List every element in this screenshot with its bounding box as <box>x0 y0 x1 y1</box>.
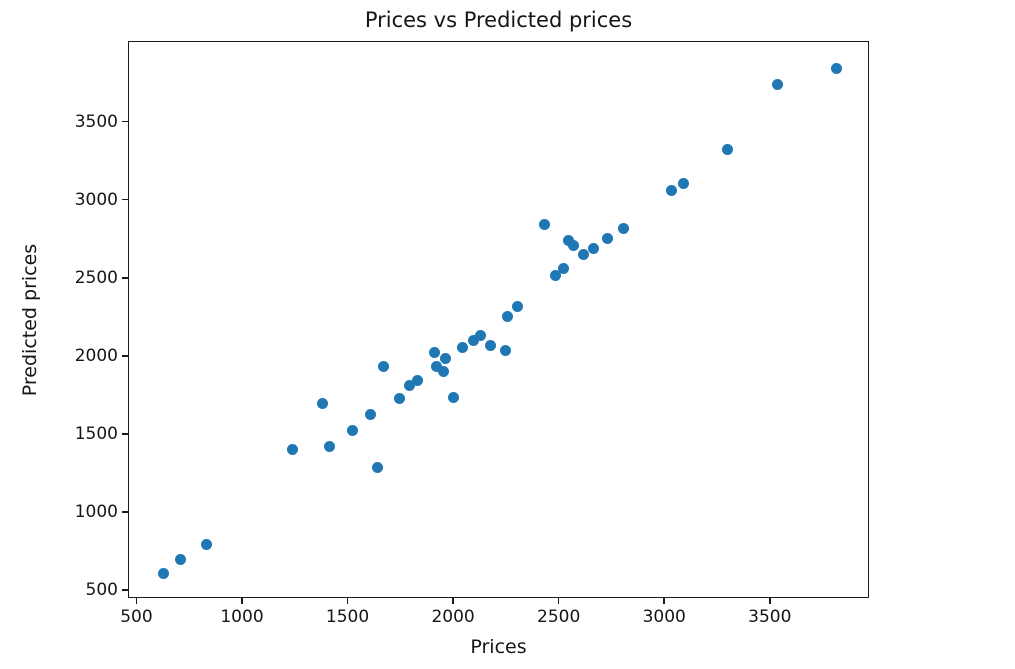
scatter-point <box>467 334 479 346</box>
scatter-point <box>411 375 423 387</box>
plot-area <box>128 41 869 598</box>
scatter-point <box>666 185 678 197</box>
x-tick-mark <box>663 598 665 604</box>
scatter-point <box>324 441 336 453</box>
y-tick-label: 2000 <box>74 345 118 366</box>
y-tick-mark <box>122 120 128 123</box>
scatter-point <box>511 300 523 312</box>
scatter-point <box>771 78 783 90</box>
y-tick-label: 1000 <box>74 501 118 522</box>
x-tick-mark <box>346 598 349 604</box>
scatter-point <box>393 392 405 404</box>
y-tick-label: 1500 <box>74 423 118 444</box>
scatter-point <box>617 223 629 235</box>
scatter-point <box>567 240 579 252</box>
x-tick-label: 500 <box>120 607 153 627</box>
scatter-point <box>371 462 383 474</box>
scatter-point <box>549 270 561 282</box>
scatter-point <box>438 366 450 378</box>
x-tick-label: 3000 <box>642 607 686 627</box>
scatter-point <box>430 360 442 372</box>
scatter-point <box>601 233 613 245</box>
scatter-point <box>500 345 512 357</box>
scatter-point <box>365 409 377 421</box>
scatter-point <box>377 360 389 372</box>
scatter-point <box>428 347 440 359</box>
scatter-point <box>562 235 574 247</box>
scatter-point <box>502 310 514 322</box>
scatter-point <box>457 341 469 353</box>
scatter-point <box>722 144 733 156</box>
scatter-point <box>484 340 496 352</box>
x-tick-mark <box>557 598 560 604</box>
x-tick-mark <box>135 598 138 604</box>
x-tick-mark <box>241 598 243 604</box>
y-tick-mark <box>122 589 128 591</box>
scatter-point <box>447 391 459 403</box>
scatter-point <box>558 263 570 275</box>
scatter-point <box>677 178 689 190</box>
y-tick-mark <box>122 511 128 513</box>
x-tick-label: 2500 <box>537 607 581 627</box>
y-tick-mark <box>122 277 128 279</box>
scatter-point <box>587 242 599 254</box>
scatter-point <box>158 568 170 580</box>
y-tick-mark <box>122 355 128 357</box>
scatter-point <box>539 219 551 231</box>
scatter-point <box>287 444 299 456</box>
y-tick-label: 3500 <box>74 111 118 132</box>
y-tick-label: 3000 <box>74 189 118 210</box>
scatter-point <box>174 554 186 566</box>
chart-title: Prices vs Predicted prices <box>364 8 633 32</box>
scatter-point <box>200 538 212 550</box>
y-tick-label: 2500 <box>74 267 118 288</box>
scatter-point <box>475 330 486 342</box>
x-tick-label: 2000 <box>431 607 475 627</box>
scatter-point <box>347 425 359 437</box>
scatter-point <box>578 249 590 261</box>
x-tick-label: 3500 <box>748 607 792 627</box>
scatter-point <box>830 62 842 74</box>
x-tick-mark <box>769 598 771 604</box>
y-tick-mark <box>122 198 128 201</box>
scatter-point <box>404 380 416 392</box>
y-axis-label: Predicted prices <box>19 243 41 397</box>
scatter-point <box>440 352 452 364</box>
x-tick-mark <box>452 598 454 604</box>
x-tick-label: 1000 <box>220 607 264 627</box>
x-axis-label: Prices <box>470 636 527 658</box>
y-tick-mark <box>122 433 128 435</box>
y-tick-label: 500 <box>85 579 118 600</box>
scatter-point <box>316 398 328 410</box>
x-tick-label: 1500 <box>325 607 370 627</box>
